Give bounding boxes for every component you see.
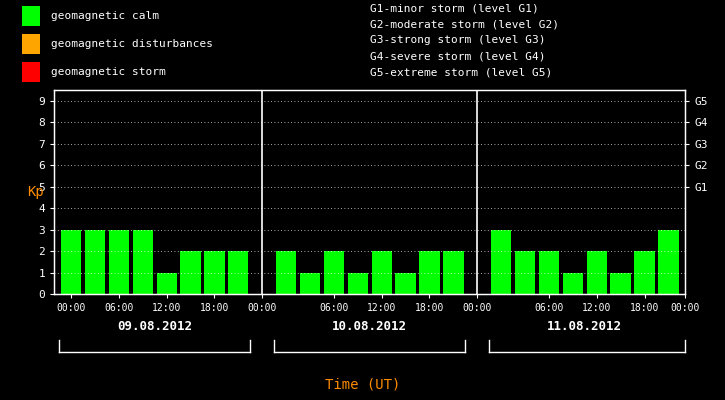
Text: G2-moderate storm (level G2): G2-moderate storm (level G2) [370,20,559,30]
Bar [204,251,225,294]
Text: 10.08.2012: 10.08.2012 [332,320,407,333]
Bar [587,251,607,294]
Bar [658,230,679,294]
Text: G4-severe storm (level G4): G4-severe storm (level G4) [370,51,545,61]
Bar [276,251,297,294]
Bar [300,272,320,294]
Bar [109,230,129,294]
Bar [443,251,463,294]
Text: 09.08.2012: 09.08.2012 [117,320,192,333]
Text: 11.08.2012: 11.08.2012 [547,320,622,333]
Bar [61,230,81,294]
Text: geomagnetic storm: geomagnetic storm [51,67,165,77]
Bar [133,230,153,294]
Bar [228,251,249,294]
Text: geomagnetic disturbances: geomagnetic disturbances [51,39,212,49]
Bar [348,272,368,294]
Text: G1-minor storm (level G1): G1-minor storm (level G1) [370,4,539,14]
Bar [610,272,631,294]
Bar [539,251,559,294]
Bar [491,230,511,294]
Bar [419,251,439,294]
FancyBboxPatch shape [22,6,40,26]
Text: G5-extreme storm (level G5): G5-extreme storm (level G5) [370,67,552,77]
FancyBboxPatch shape [22,34,40,54]
Text: G3-strong storm (level G3): G3-strong storm (level G3) [370,36,545,46]
Bar [371,251,392,294]
Y-axis label: Kp: Kp [28,185,44,199]
Bar [157,272,177,294]
Bar [634,251,655,294]
Text: Time (UT): Time (UT) [325,377,400,391]
Bar [515,251,535,294]
Bar [395,272,415,294]
Text: geomagnetic calm: geomagnetic calm [51,11,159,21]
Bar [324,251,344,294]
Bar [563,272,583,294]
Bar [85,230,105,294]
Bar [181,251,201,294]
FancyBboxPatch shape [22,62,40,82]
